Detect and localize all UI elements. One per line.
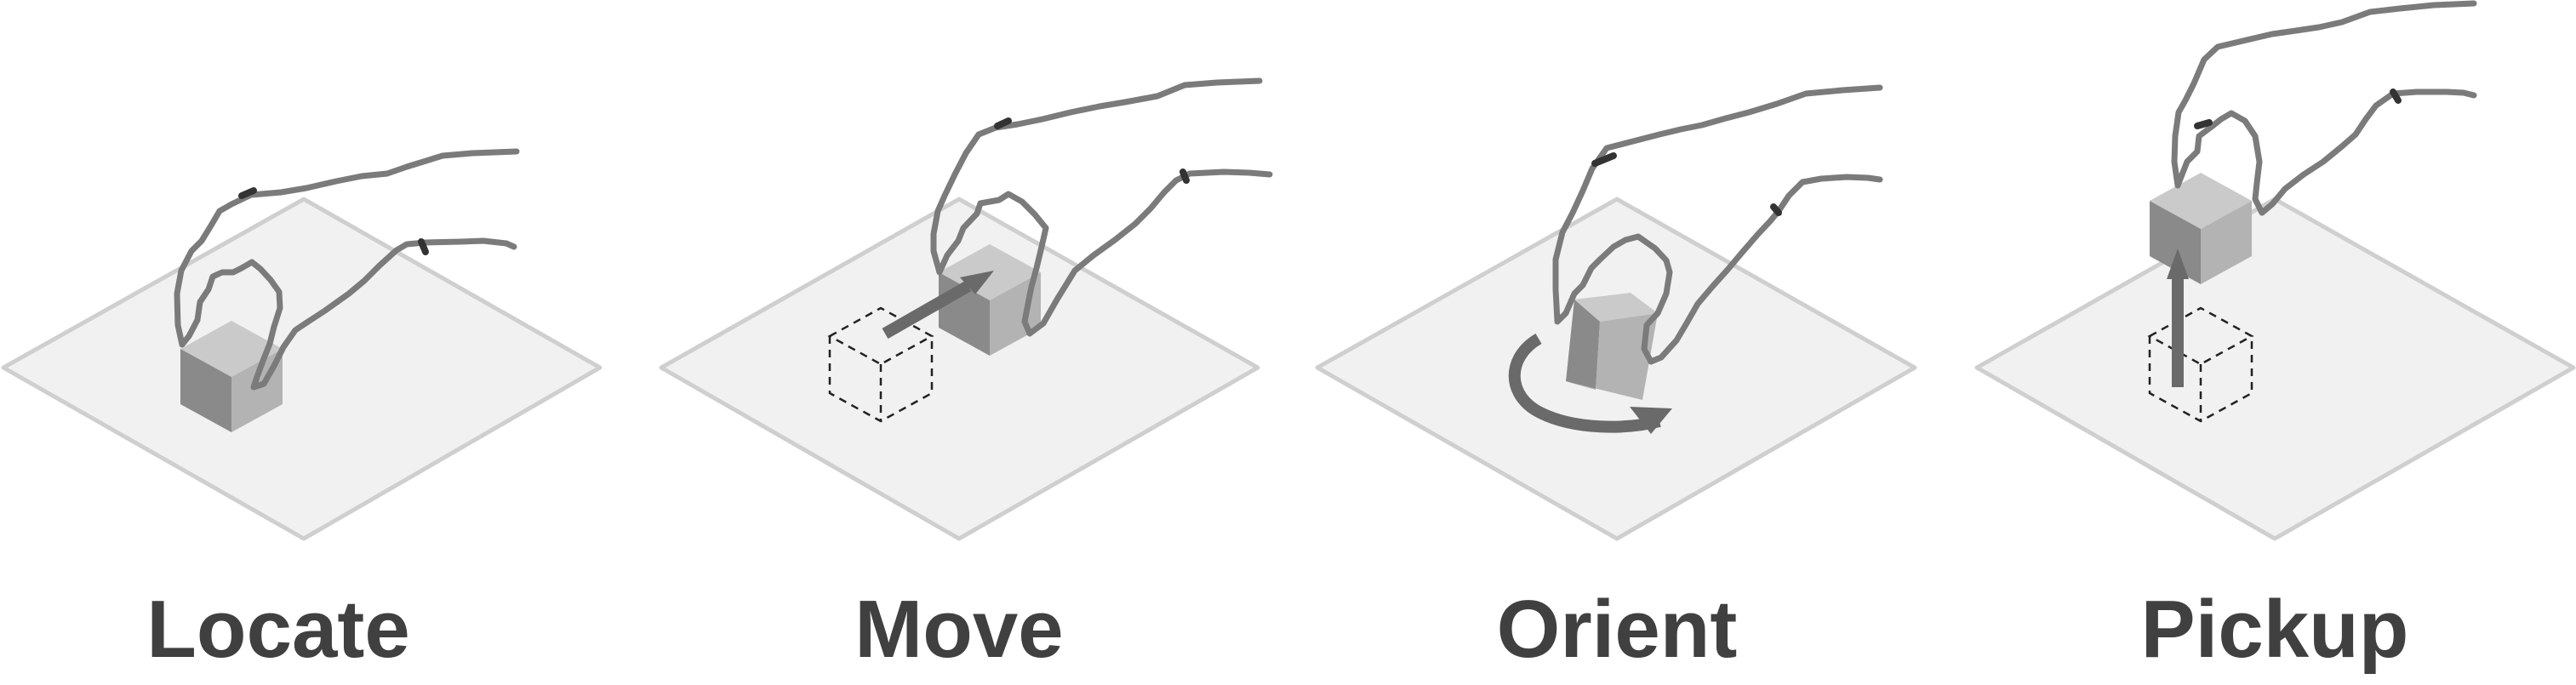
move-direction-arrow — [882, 271, 994, 340]
hand-outline — [1552, 84, 1883, 365]
ghost-cube-start — [827, 306, 934, 423]
panel-orient: Orient — [1315, 84, 1917, 675]
lift-direction-arrow — [2167, 248, 2189, 387]
rotation-arrow — [1508, 333, 1672, 434]
cube-rotated — [1566, 293, 1658, 400]
panel-label-orient: Orient — [1497, 584, 1738, 675]
work-surface-plane — [1974, 197, 2576, 541]
work-surface-plane — [659, 197, 1260, 541]
panel-move: Move — [659, 77, 1273, 675]
panel-label-pickup: Pickup — [2141, 584, 2409, 675]
hand-outline — [930, 77, 1273, 337]
hand-outline — [174, 148, 520, 391]
panel-label-locate: Locate — [146, 584, 409, 675]
panel-label-move: Move — [854, 584, 1063, 675]
work-surface-plane — [1, 197, 603, 541]
panel-locate: Locate — [1, 148, 603, 675]
panel-pickup: Pickup — [1974, 0, 2576, 675]
hand-outline — [2171, 0, 2477, 216]
